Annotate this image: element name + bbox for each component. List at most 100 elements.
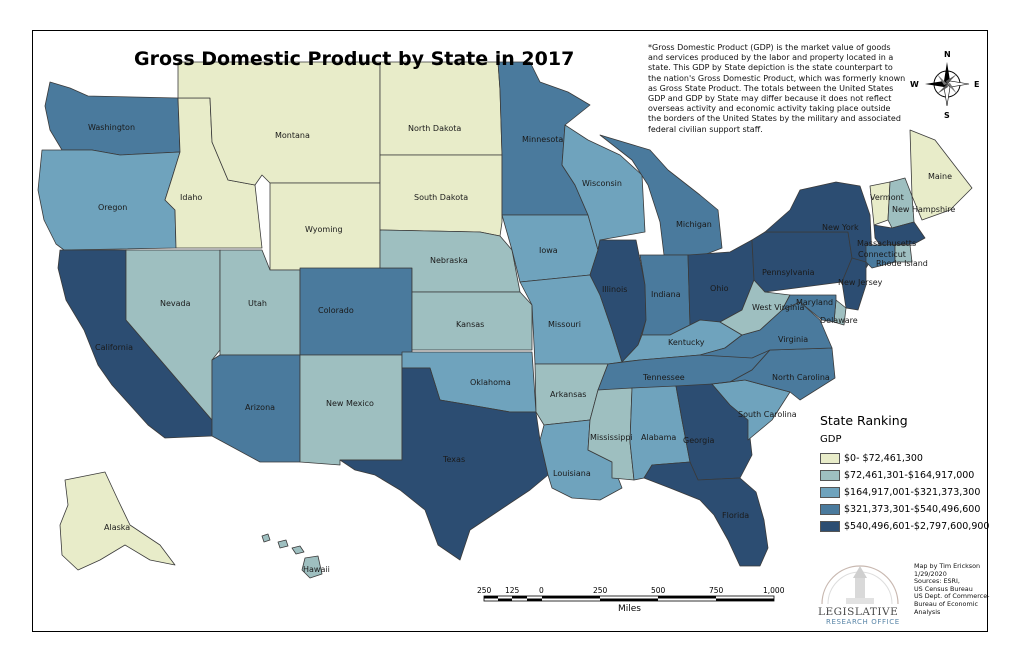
state-texas <box>339 367 549 561</box>
state-label-maine: Maine <box>928 172 952 181</box>
state-new-mexico <box>299 354 403 466</box>
state-new-hampshire <box>887 177 915 229</box>
scale-tick-label: 500 <box>651 586 666 595</box>
state-label-nebraska: Nebraska <box>430 256 468 265</box>
state-label-new-mexico: New Mexico <box>326 399 374 408</box>
state-label-arkansas: Arkansas <box>550 390 586 399</box>
state-north-dakota <box>379 61 503 156</box>
legend-swatch <box>820 487 840 498</box>
state-label-wyoming: Wyoming <box>305 225 343 234</box>
state-label-texas: Texas <box>442 455 465 464</box>
state-label-minnesota: Minnesota <box>522 135 563 144</box>
logo-subtext: RESEARCH OFFICE <box>826 618 900 626</box>
state-kansas <box>411 291 533 351</box>
state-label-florida: Florida <box>722 511 749 520</box>
scale-tick-label: 250 <box>593 586 608 595</box>
state-label-kentucky: Kentucky <box>668 338 705 347</box>
scale-tick-label: 0 <box>539 586 544 595</box>
compass-rose: N S E W <box>910 50 979 120</box>
legend-item: $540,496,601-$2,797,600,900 <box>820 518 990 535</box>
legend-label: $540,496,601-$2,797,600,900 <box>844 521 990 532</box>
legend-swatch <box>820 521 840 532</box>
state-pennsylvania <box>751 231 853 293</box>
scale-tick-label: 250 <box>477 586 492 595</box>
legend: State Ranking GDP $0- $72,461,300 $72,46… <box>820 413 990 535</box>
state-label-utah: Utah <box>248 299 267 308</box>
credit-line: Sources: ESRI, <box>914 577 960 586</box>
state-label-michigan: Michigan <box>676 220 712 229</box>
state-label-illinois: Illinois <box>602 285 627 294</box>
state-label-idaho: Idaho <box>180 193 202 202</box>
legend-subtitle: GDP <box>820 434 842 445</box>
state-label-iowa: Iowa <box>539 246 558 255</box>
state-label-west-virginia: West Virginia <box>752 303 804 312</box>
state-label-new-hampshire: New Hampshire <box>892 205 955 214</box>
state-rhode-island <box>894 244 913 263</box>
state-label-massachusetts: Massachusetts <box>857 239 916 248</box>
state-alaska <box>59 471 176 571</box>
state-label-ohio: Ohio <box>710 284 729 293</box>
state-label-wisconsin: Wisconsin <box>582 179 622 188</box>
state-new-york <box>764 181 873 269</box>
legend-swatch <box>820 470 840 481</box>
state-colorado <box>299 267 413 356</box>
scale-unit-label: Miles <box>618 604 641 614</box>
state-label-south-carolina: South Carolina <box>738 410 797 419</box>
legend-item: $321,373,301-$540,496,600 <box>820 501 990 518</box>
legend-item: $72,461,301-$164,917,000 <box>820 467 990 484</box>
legend-item: $0- $72,461,300 <box>820 450 990 467</box>
state-label-new-jersey: New Jersey <box>838 278 883 287</box>
state-vermont <box>869 181 891 226</box>
state-label-delaware: Delaware <box>820 316 858 325</box>
legend-label: $72,461,301-$164,917,000 <box>844 470 975 481</box>
legend-label: $321,373,301-$540,496,600 <box>844 504 981 515</box>
legend-item: $164,917,001-$321,373,300 <box>820 484 990 501</box>
state-label-north-dakota: North Dakota <box>408 124 461 133</box>
legend-swatch <box>820 504 840 515</box>
state-label-new-york: New York <box>822 223 859 232</box>
state-oregon <box>37 149 181 251</box>
state-label-arizona: Arizona <box>245 403 275 412</box>
state-label-montana: Montana <box>275 131 310 140</box>
state-hawaii <box>261 533 323 579</box>
state-label-maryland: Maryland <box>796 298 833 307</box>
state-label-kansas: Kansas <box>456 320 484 329</box>
state-label-connecticut: Connecticut <box>858 250 906 259</box>
logo-text: LEGISLATIVE <box>818 606 899 618</box>
credit-line: Analysis <box>914 607 941 616</box>
state-label-louisiana: Louisiana <box>553 469 591 478</box>
gdp-definition-note: *Gross Domestic Product (GDP) is the mar… <box>648 43 906 134</box>
state-label-georgia: Georgia <box>683 436 714 445</box>
legend-title: State Ranking <box>820 413 908 428</box>
state-label-rhode-island: Rhode Island <box>876 259 928 268</box>
state-arizona <box>211 354 301 463</box>
state-label-vermont: Vermont <box>870 193 904 202</box>
state-label-oregon: Oregon <box>98 203 127 212</box>
scale-tick-label: 750 <box>709 586 724 595</box>
state-label-washington: Washington <box>88 123 135 132</box>
state-label-missouri: Missouri <box>548 320 581 329</box>
compass-n-label: N <box>944 50 951 59</box>
state-label-oklahoma: Oklahoma <box>470 378 511 387</box>
state-label-virginia: Virginia <box>778 335 808 344</box>
state-label-california: California <box>95 343 133 352</box>
state-label-indiana: Indiana <box>651 290 681 299</box>
map-title: Gross Domestic Product by State in 2017 <box>134 48 575 70</box>
credit-line: Bureau of Economic <box>914 599 978 608</box>
state-label-nevada: Nevada <box>160 299 191 308</box>
state-label-colorado: Colorado <box>318 306 354 315</box>
state-label-alaska: Alaska <box>104 523 130 532</box>
legislative-research-logo <box>821 565 899 605</box>
state-maryland <box>781 294 837 323</box>
state-label-tennessee: Tennessee <box>642 373 685 382</box>
credit-line: 1/29/2020 <box>914 569 947 578</box>
state-label-pennsylvania: Pennsylvania <box>762 268 815 277</box>
state-label-mississippi: Mississippi <box>590 433 633 442</box>
compass-w-label: W <box>910 80 919 89</box>
scale-tick-label: 125 <box>505 586 520 595</box>
state-label-alabama: Alabama <box>641 433 676 442</box>
state-label-north-carolina: North Carolina <box>772 373 830 382</box>
compass-s-label: S <box>944 111 950 120</box>
legend-label: $164,917,001-$321,373,300 <box>844 487 981 498</box>
